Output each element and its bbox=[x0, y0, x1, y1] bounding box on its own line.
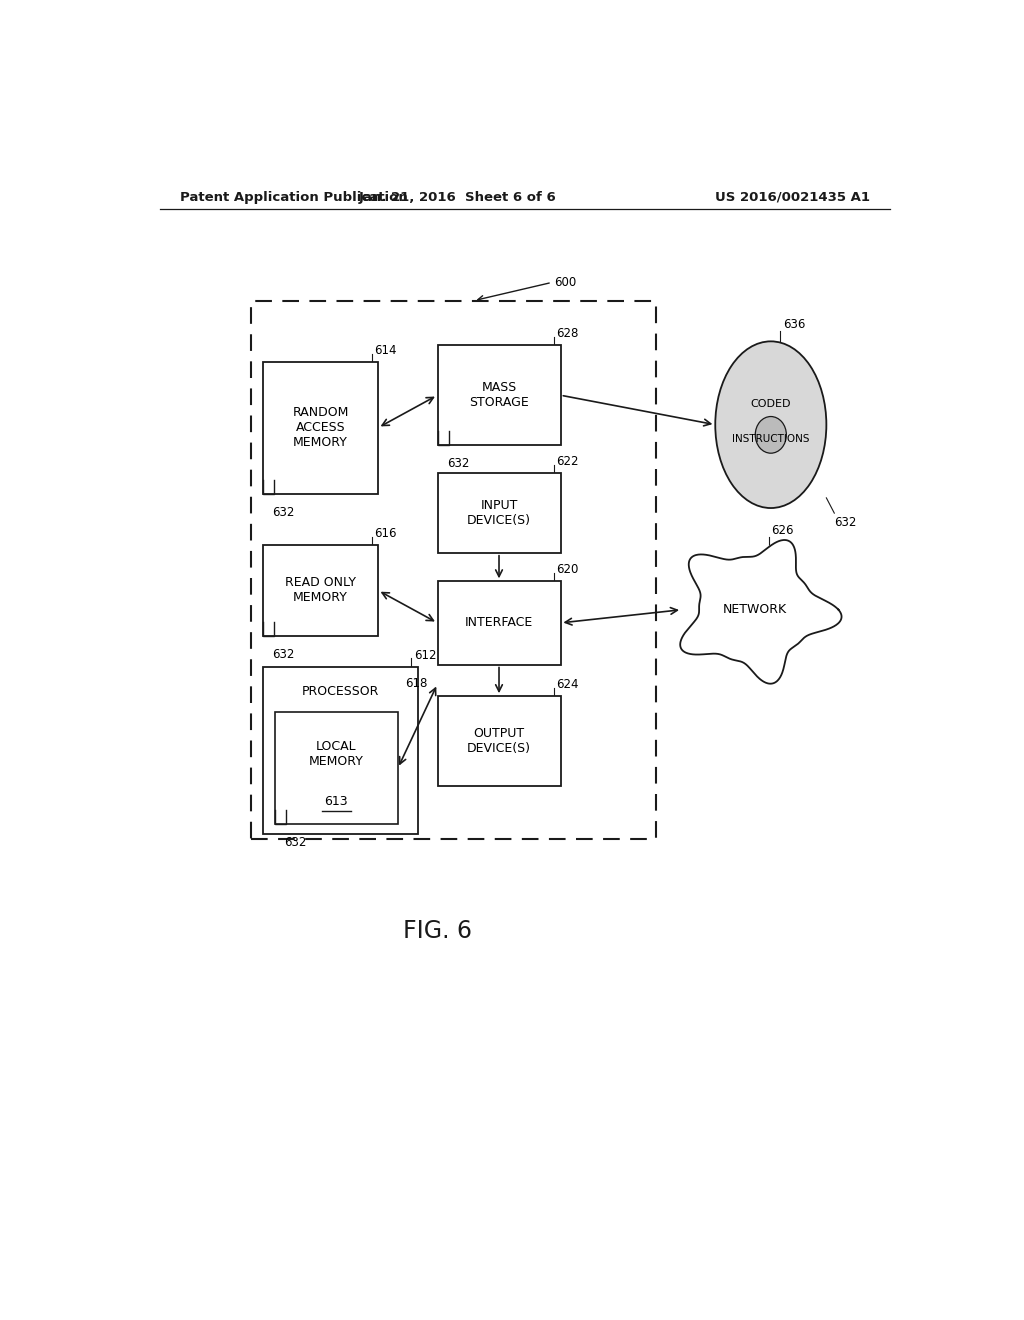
Text: 614: 614 bbox=[374, 343, 396, 356]
Bar bbox=[263, 362, 378, 494]
Text: 632: 632 bbox=[285, 837, 307, 849]
Text: PROCESSOR: PROCESSOR bbox=[302, 685, 379, 698]
Text: Jan. 21, 2016  Sheet 6 of 6: Jan. 21, 2016 Sheet 6 of 6 bbox=[358, 190, 556, 203]
Text: 632: 632 bbox=[272, 648, 295, 661]
Text: 612: 612 bbox=[414, 648, 436, 661]
Text: 632: 632 bbox=[447, 457, 469, 470]
Text: 622: 622 bbox=[557, 455, 579, 469]
Text: 626: 626 bbox=[771, 524, 794, 536]
Text: 613: 613 bbox=[325, 795, 348, 808]
Text: 632: 632 bbox=[835, 516, 857, 529]
Polygon shape bbox=[680, 540, 842, 684]
Bar bbox=[263, 545, 378, 636]
Text: READ ONLY
MEMORY: READ ONLY MEMORY bbox=[285, 577, 356, 605]
Text: OUTPUT
DEVICE(S): OUTPUT DEVICE(S) bbox=[467, 727, 531, 755]
Text: INTERFACE: INTERFACE bbox=[465, 616, 534, 630]
Bar bbox=[437, 474, 560, 553]
Text: RANDOM
ACCESS
MEMORY: RANDOM ACCESS MEMORY bbox=[292, 407, 348, 449]
Text: MASS
STORAGE: MASS STORAGE bbox=[469, 381, 528, 409]
Bar bbox=[274, 713, 397, 824]
Bar bbox=[263, 667, 418, 834]
Text: 600: 600 bbox=[554, 276, 577, 289]
Text: 632: 632 bbox=[272, 506, 295, 519]
Text: NETWORK: NETWORK bbox=[723, 603, 787, 616]
Bar bbox=[437, 581, 560, 664]
Text: INPUT
DEVICE(S): INPUT DEVICE(S) bbox=[467, 499, 531, 527]
Text: CODED: CODED bbox=[751, 400, 792, 409]
Text: 628: 628 bbox=[557, 327, 579, 341]
Bar bbox=[251, 301, 655, 840]
Text: INSTRUCTIONS: INSTRUCTIONS bbox=[732, 434, 810, 444]
Text: 624: 624 bbox=[557, 678, 579, 690]
Bar bbox=[437, 696, 560, 785]
Text: 618: 618 bbox=[404, 677, 427, 690]
Ellipse shape bbox=[715, 342, 826, 508]
Text: FIG. 6: FIG. 6 bbox=[403, 919, 472, 942]
Text: 620: 620 bbox=[557, 564, 579, 576]
Text: LOCAL
MEMORY: LOCAL MEMORY bbox=[309, 741, 364, 768]
Text: US 2016/0021435 A1: US 2016/0021435 A1 bbox=[715, 190, 870, 203]
Bar bbox=[437, 346, 560, 445]
Ellipse shape bbox=[756, 417, 786, 453]
Text: Patent Application Publication: Patent Application Publication bbox=[179, 190, 408, 203]
Text: 636: 636 bbox=[782, 318, 805, 331]
Text: 616: 616 bbox=[374, 527, 396, 540]
